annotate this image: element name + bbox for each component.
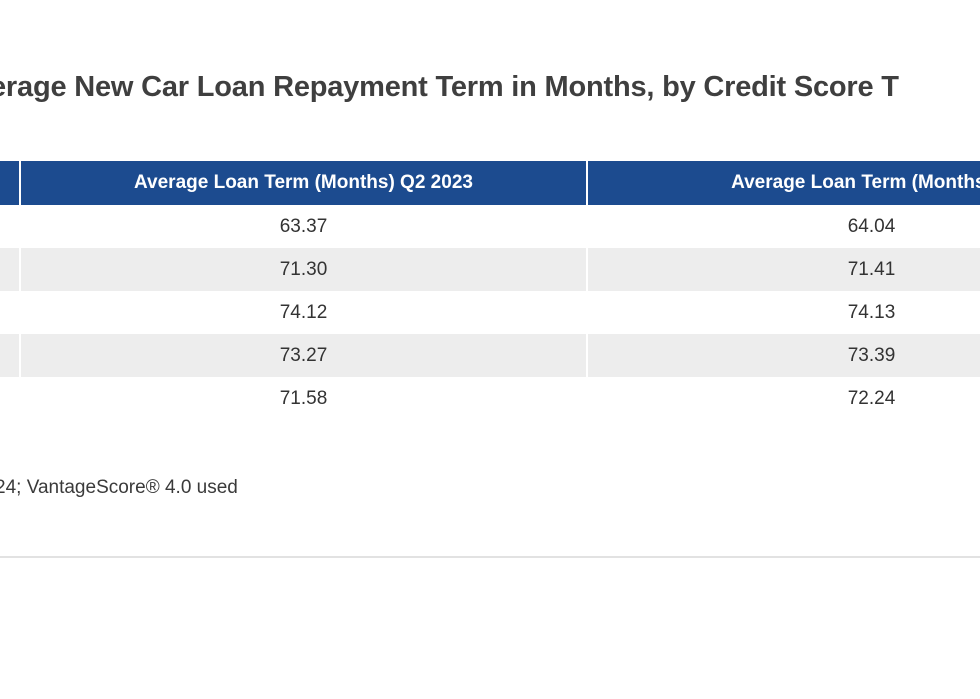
cell-q2-2023: 63.37 (20, 205, 588, 248)
table-row: 71.30 71.41 (0, 248, 980, 291)
cell-credit-tier (0, 248, 21, 291)
cell-credit-tier (0, 205, 21, 248)
cell-credit-tier (0, 334, 21, 377)
cell-q2-2024: 73.39 (587, 334, 980, 377)
source-note: 24; VantageScore® 4.0 used (0, 477, 238, 498)
column-header-q2-2023: Average Loan Term (Months) Q2 2023 (20, 161, 588, 205)
table-row: 63.37 64.04 (0, 205, 980, 248)
cell-q2-2023: 71.30 (20, 248, 588, 291)
loan-term-table: Average Loan Term (Months) Q2 2023 Avera… (0, 161, 980, 420)
cell-q2-2023: 71.58 (20, 377, 588, 420)
table-row: 73.27 73.39 (0, 334, 980, 377)
cell-q2-2024: 74.13 (587, 291, 980, 334)
table-row: 74.12 74.13 (0, 291, 980, 334)
cell-q2-2024: 72.24 (587, 377, 980, 420)
cell-q2-2023: 74.12 (20, 291, 588, 334)
column-header-credit-tier (0, 161, 21, 205)
table-row: 71.58 72.24 (0, 377, 980, 420)
column-header-q2-2024: Average Loan Term (Months) Q (587, 161, 980, 205)
cell-q2-2024: 71.41 (587, 248, 980, 291)
table-header-row: Average Loan Term (Months) Q2 2023 Avera… (0, 161, 980, 205)
chart-title: erage New Car Loan Repayment Term in Mon… (0, 71, 899, 103)
table-container: Average Loan Term (Months) Q2 2023 Avera… (0, 161, 980, 420)
cell-q2-2023: 73.27 (20, 334, 588, 377)
cell-credit-tier (0, 377, 21, 420)
cell-q2-2024: 64.04 (587, 205, 980, 248)
footer-divider (0, 556, 980, 558)
cell-credit-tier (0, 291, 21, 334)
